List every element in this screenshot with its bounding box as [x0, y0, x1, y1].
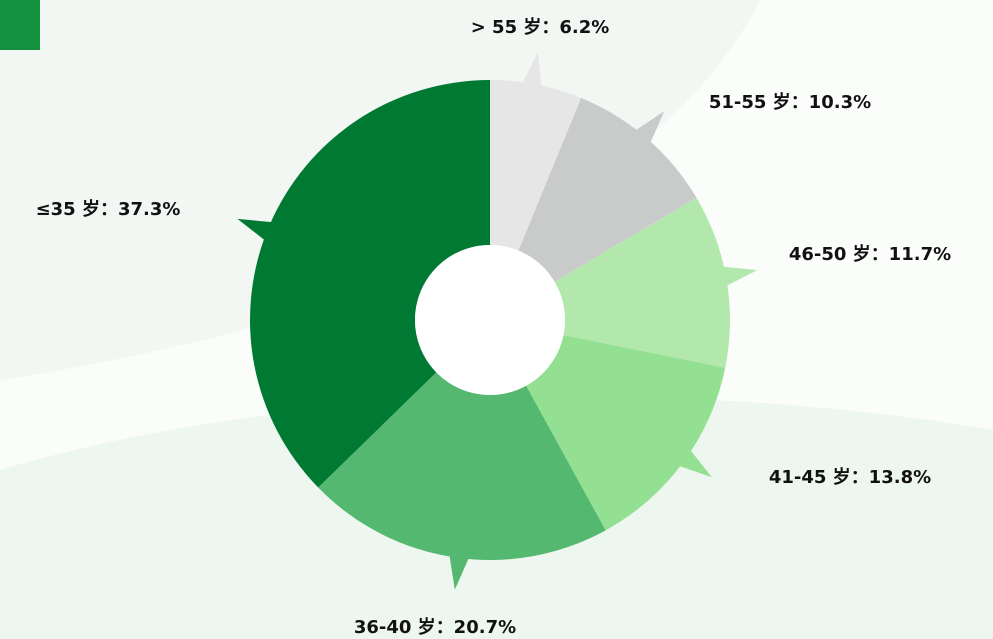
slice-label: 36-40 岁：20.7%: [354, 616, 516, 638]
value-label: ：13.8%: [851, 467, 931, 488]
category-label: 36-40 岁: [354, 616, 436, 638]
slice-label: > 55 岁：6.2%: [471, 16, 610, 38]
category-label: 51-55 岁: [709, 91, 791, 113]
slice-label: ≤35 岁：37.3%: [36, 198, 181, 220]
category-label: ≤35 岁: [36, 198, 100, 220]
corner-block: [0, 0, 40, 50]
category-label: 41-45 岁: [769, 466, 851, 488]
slice-label: 51-55 岁：10.3%: [709, 91, 871, 113]
category-label: > 55 岁: [471, 16, 542, 38]
slice-label: 46-50 岁：11.7%: [789, 243, 951, 265]
value-label: ：10.3%: [791, 92, 871, 113]
category-label: 46-50 岁: [789, 243, 871, 265]
value-label: ：6.2%: [541, 17, 609, 38]
chart: > 55 岁：6.2% 51-55 岁：10.3% 46-50 岁：11.7% 41-…: [0, 0, 993, 639]
value-label: ：11.7%: [871, 244, 951, 265]
donut-hole: [415, 245, 565, 395]
value-label: ：37.3%: [100, 199, 180, 220]
slice-label: 41-45 岁：13.8%: [769, 466, 931, 488]
value-label: ：20.7%: [436, 617, 516, 638]
